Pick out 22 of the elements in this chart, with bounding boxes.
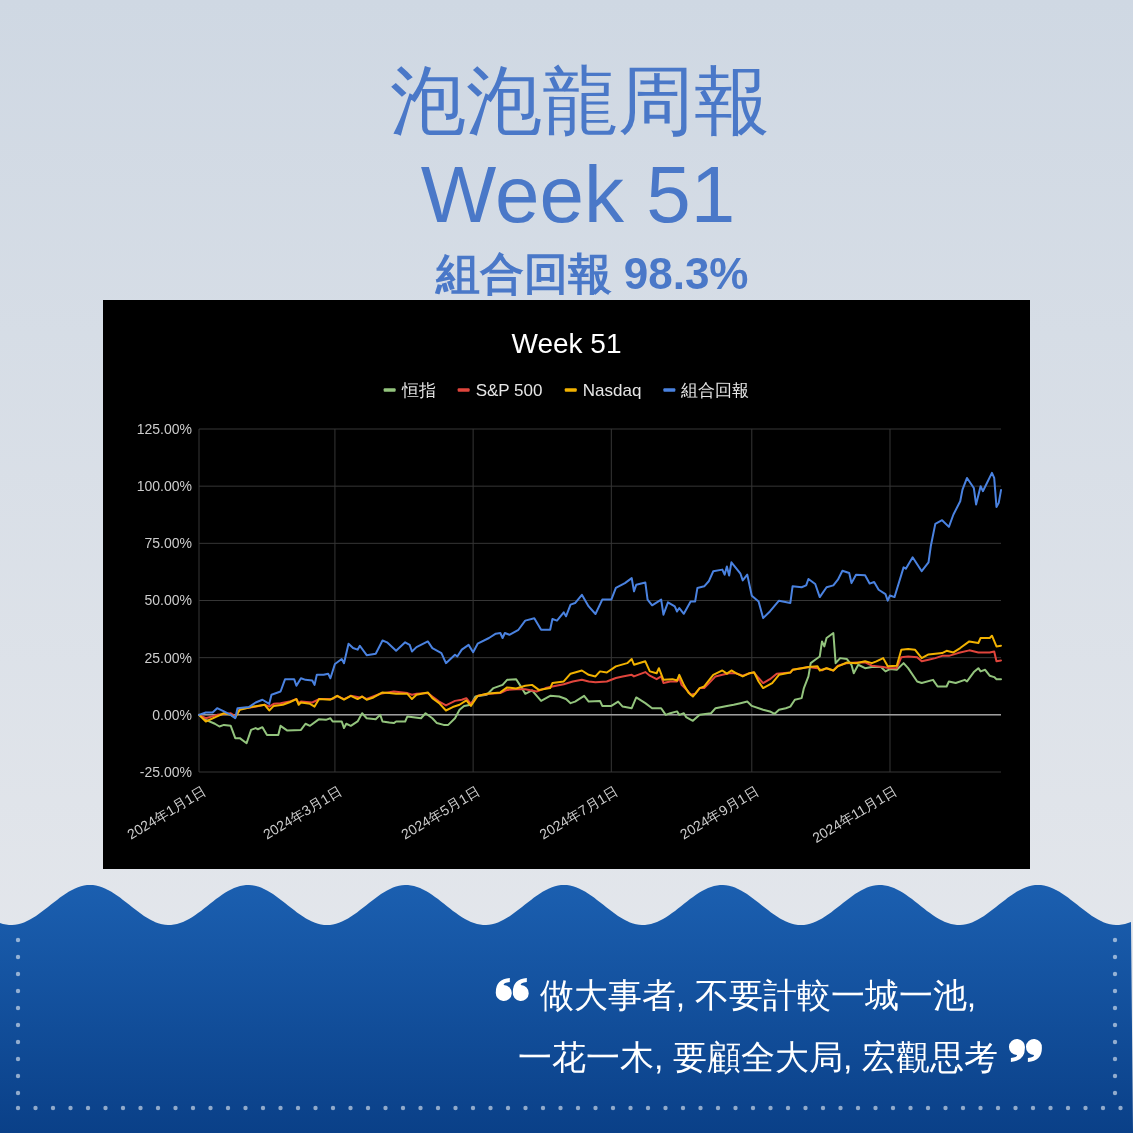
y-tick-label: 0.00%: [152, 706, 192, 723]
y-tick-label: 75.00%: [144, 535, 192, 552]
y-tick-label: 25.00%: [144, 649, 192, 666]
text: 一花一木, 要顧全大局, 宏觀思考: [518, 1038, 998, 1076]
y-tick-label: 125.00%: [136, 420, 192, 437]
legend-label: S&P 500: [475, 380, 543, 400]
x-tick-label: 2024年11月1日: [809, 782, 900, 846]
text: Week 51: [420, 150, 736, 239]
legend-label: Nasdaq: [582, 380, 642, 400]
legend-label: 組合回報: [680, 380, 750, 400]
chart-title: Week 51: [511, 328, 622, 359]
y-tick-label: 50.00%: [144, 592, 192, 609]
y-tick-label: -25.00%: [139, 763, 192, 780]
line-series: [198, 471, 1002, 720]
x-tick-label: 2024年7月1日: [536, 782, 621, 843]
y-tick-label: 100.00%: [136, 478, 192, 495]
text: 組合回報 98.3%: [433, 249, 749, 298]
line-series: [198, 649, 1002, 720]
text: 泡泡龍周報: [390, 58, 770, 143]
legend-label: 恒指: [400, 380, 436, 400]
text: 做大事者, 不要計較一城一池,: [539, 976, 977, 1014]
line-series: [198, 634, 1002, 723]
